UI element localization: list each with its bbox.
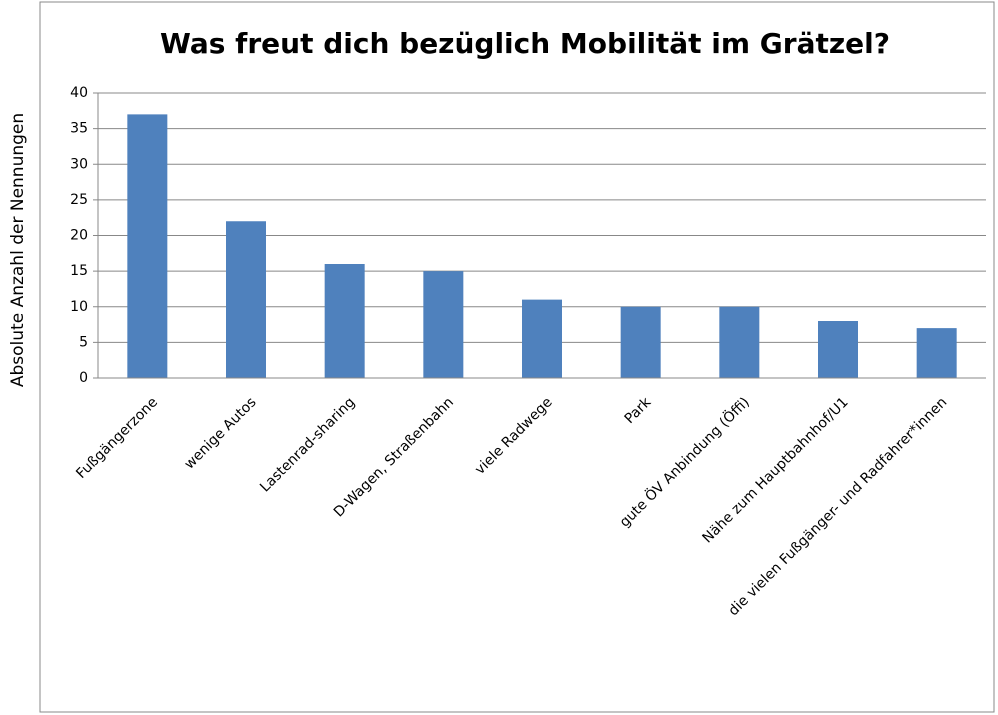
y-tick-label: 25	[70, 192, 88, 208]
y-tick-label: 5	[79, 334, 88, 350]
y-tick-label: 35	[70, 121, 88, 137]
y-tick-label: 15	[70, 263, 88, 279]
y-tick-label: 10	[70, 299, 88, 315]
chart-title: Was freut dich bezüglich Mobilität im Gr…	[160, 27, 890, 60]
bar	[719, 306, 760, 378]
bar	[916, 328, 957, 378]
bar	[127, 114, 168, 378]
bar	[423, 271, 464, 378]
bar	[818, 321, 858, 378]
y-tick-label: 20	[70, 228, 88, 244]
bar	[522, 299, 562, 378]
bar	[324, 264, 365, 378]
y-tick-label: 0	[79, 370, 88, 386]
bar	[620, 306, 661, 378]
y-tick-label: 30	[70, 156, 88, 172]
y-tick-label: 40	[70, 85, 88, 101]
bar	[226, 221, 266, 378]
y-axis-label: Absolute Anzahl der Nennungen	[8, 113, 28, 387]
